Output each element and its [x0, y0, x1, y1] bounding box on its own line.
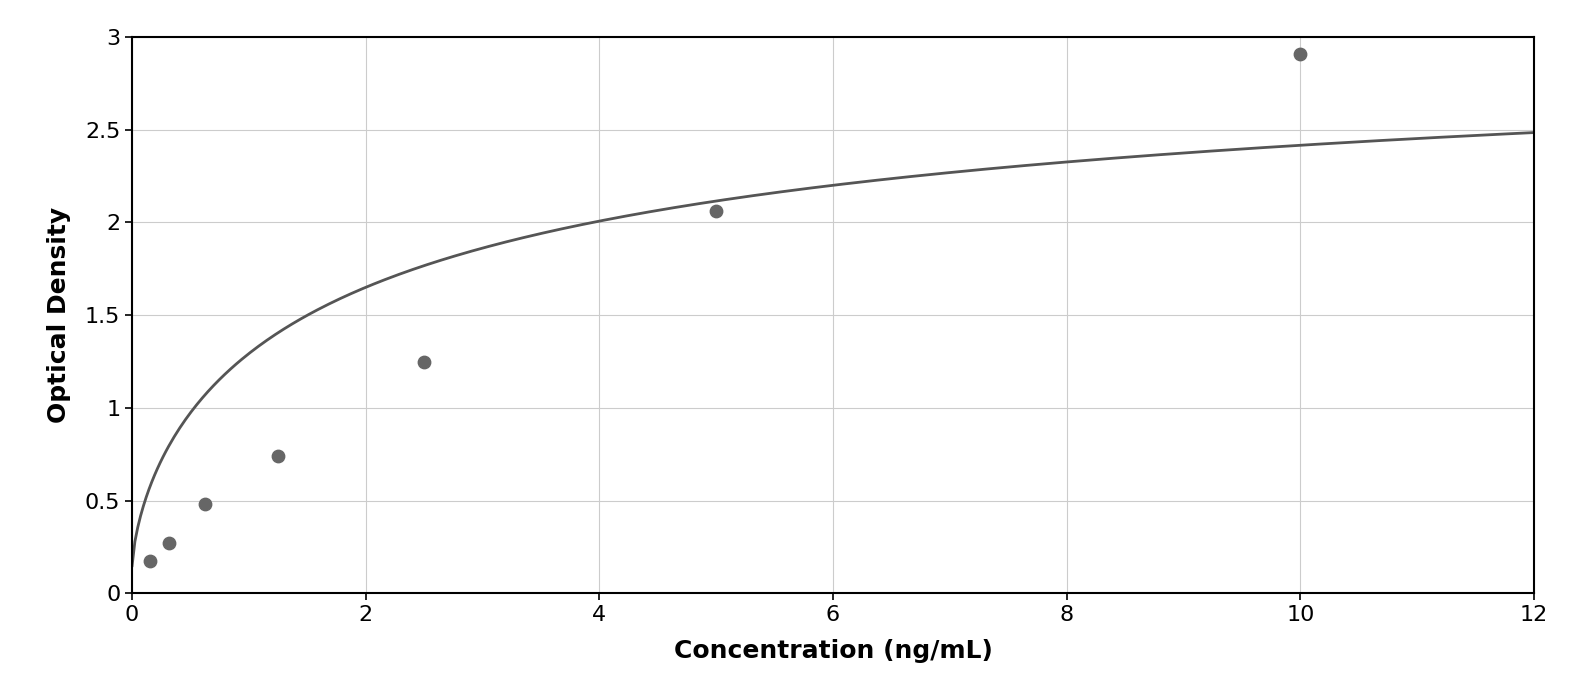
Point: [193, 499, 219, 510]
Y-axis label: Optical Density: Optical Density: [46, 207, 70, 424]
Point: [137, 556, 163, 567]
Point: [703, 206, 729, 217]
Point: [1287, 48, 1313, 59]
X-axis label: Concentration (ng/mL): Concentration (ng/mL): [673, 639, 992, 663]
Point: [265, 450, 290, 462]
Point: [156, 538, 182, 549]
Point: [412, 356, 437, 367]
